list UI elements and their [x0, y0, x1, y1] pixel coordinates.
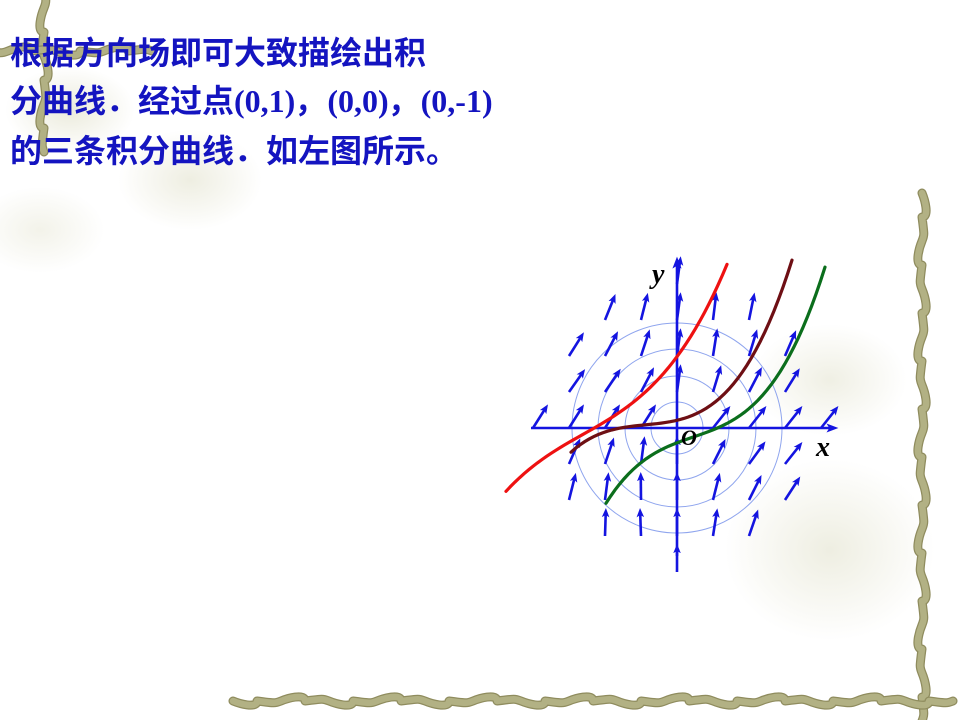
svg-text:x: x: [815, 432, 830, 463]
svg-text:y: y: [649, 259, 665, 290]
svg-text:O: O: [681, 425, 697, 450]
